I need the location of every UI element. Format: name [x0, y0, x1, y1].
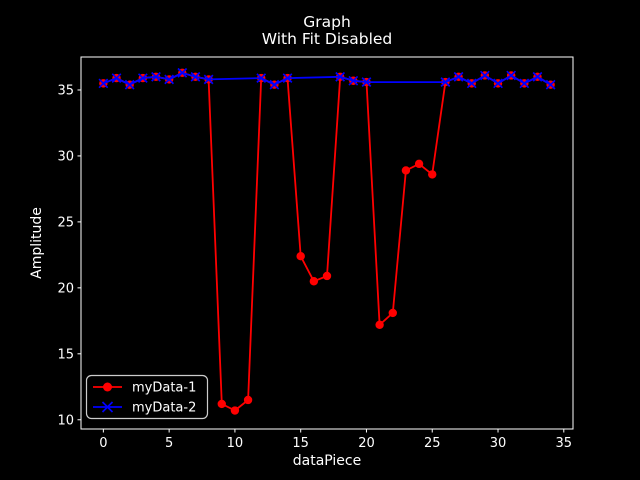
- series-myData-2: [98, 67, 556, 90]
- x-tick-label: 10: [227, 436, 244, 451]
- data-point-circle-myData-1: [401, 166, 411, 175]
- y-tick-label: 20: [57, 281, 74, 296]
- x-tick-label: 0: [99, 436, 107, 451]
- data-point-x-myData-2: [164, 74, 175, 85]
- x-axis-label: dataPiece: [293, 453, 361, 469]
- legend-item-mydata2: myData-2: [93, 401, 196, 416]
- data-point-x-myData-2: [440, 77, 451, 87]
- legend-label-mydata2: myData-2: [132, 401, 196, 416]
- data-point-circle-myData-1: [388, 308, 397, 318]
- chart-title-line2: With Fit Disabled: [262, 30, 393, 48]
- series-layer: [98, 67, 556, 415]
- legend-label-mydata1: myData-1: [132, 381, 196, 396]
- data-point-x-myData-2: [124, 79, 135, 90]
- data-point-x-myData-2: [111, 73, 122, 84]
- data-point-circle-myData-1: [296, 251, 305, 261]
- data-point-x-myData-2: [506, 70, 517, 81]
- legend-item-mydata1: myData-1: [93, 381, 196, 396]
- data-point-circle-myData-1: [230, 406, 240, 415]
- data-point-x-myData-2: [479, 70, 490, 81]
- data-point-x-myData-2: [545, 79, 556, 90]
- data-point-x-myData-2: [466, 78, 477, 89]
- data-point-x-myData-2: [177, 67, 188, 78]
- data-point-x-myData-2: [335, 71, 346, 82]
- x-tick-label: 15: [292, 436, 309, 451]
- data-point-x-myData-2: [256, 73, 267, 84]
- data-point-circle-myData-1: [414, 159, 424, 169]
- y-axis-label: Amplitude: [29, 207, 45, 279]
- data-point-x-myData-2: [532, 71, 543, 82]
- y-tick-label: 10: [57, 413, 74, 428]
- x-tick-label: 30: [490, 436, 507, 451]
- data-point-circle-myData-1: [309, 277, 319, 286]
- x-tick-label: 20: [358, 436, 375, 451]
- y-tick-label: 30: [57, 149, 74, 164]
- legend: myData-1 myData-2: [85, 374, 209, 420]
- data-point-x-myData-2: [493, 78, 503, 89]
- x-tick-label: 35: [556, 436, 573, 451]
- series-line-myData-1: [103, 71, 552, 412]
- data-point-x-myData-2: [453, 71, 464, 82]
- series-myData-1: [99, 68, 555, 415]
- legend-x-marker-icon: [101, 401, 114, 413]
- data-point-x-myData-2: [203, 74, 214, 85]
- plot-border: [80, 56, 574, 430]
- data-point-circle-myData-1: [428, 170, 437, 179]
- y-tick-label: 15: [57, 347, 74, 362]
- x-tick-label: 5: [165, 436, 173, 451]
- data-point-x-myData-2: [269, 79, 280, 90]
- y-tick-label: 35: [57, 83, 74, 98]
- data-point-circle-myData-1: [243, 395, 253, 405]
- data-point-circle-myData-1: [375, 320, 384, 329]
- x-tick-label: 25: [424, 436, 441, 451]
- data-point-x-myData-2: [282, 73, 293, 84]
- legend-circle-marker-icon: [103, 382, 112, 392]
- data-point-circle-myData-1: [217, 399, 226, 409]
- data-point-x-myData-2: [98, 78, 109, 89]
- chart-title-line1: Graph: [303, 13, 351, 31]
- data-point-x-myData-2: [151, 71, 161, 82]
- data-point-x-myData-2: [361, 77, 372, 87]
- data-point-circle-myData-1: [322, 271, 332, 281]
- data-point-x-myData-2: [137, 73, 148, 84]
- data-point-x-myData-2: [190, 71, 201, 82]
- data-point-x-myData-2: [348, 75, 359, 86]
- data-point-x-myData-2: [519, 78, 530, 89]
- y-tick-label: 25: [57, 215, 74, 230]
- ticks-layer: 0 5 10 15 20 25 30 35 10 15 20 25 30 35: [57, 83, 572, 451]
